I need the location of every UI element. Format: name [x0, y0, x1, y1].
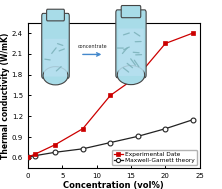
Y-axis label: Thermal conductivity (W/mK): Thermal conductivity (W/mK)	[1, 32, 10, 159]
FancyBboxPatch shape	[42, 13, 69, 78]
FancyBboxPatch shape	[116, 10, 146, 78]
Legend: Experimental Date, Maxwell-Garnett theory: Experimental Date, Maxwell-Garnett theor…	[112, 149, 197, 165]
Ellipse shape	[117, 66, 145, 85]
X-axis label: Concentration (vol%): Concentration (vol%)	[63, 181, 164, 189]
FancyBboxPatch shape	[47, 9, 64, 21]
Text: concentrate: concentrate	[77, 43, 107, 49]
FancyBboxPatch shape	[44, 39, 67, 77]
Ellipse shape	[43, 67, 68, 85]
FancyBboxPatch shape	[121, 5, 141, 18]
FancyBboxPatch shape	[118, 29, 144, 76]
